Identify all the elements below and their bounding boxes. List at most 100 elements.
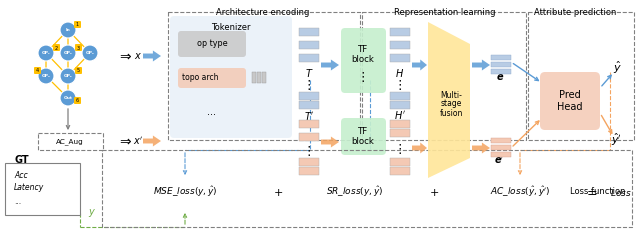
FancyBboxPatch shape: [75, 44, 82, 51]
FancyBboxPatch shape: [170, 16, 292, 138]
Bar: [299, 92, 319, 100]
Text: $\boldsymbol{e}$: $\boldsymbol{e}$: [496, 72, 504, 82]
Bar: [362, 12, 526, 140]
Text: op type: op type: [196, 40, 227, 48]
Text: $+$: $+$: [273, 186, 283, 197]
Text: ⋮: ⋮: [356, 72, 369, 84]
Polygon shape: [472, 143, 490, 154]
Bar: [491, 152, 511, 157]
Text: OP₂: OP₂: [63, 51, 72, 55]
Text: 4: 4: [36, 69, 39, 73]
Bar: [390, 92, 410, 100]
Text: 1: 1: [76, 22, 79, 28]
Text: $y$: $y$: [88, 207, 96, 219]
Text: 3: 3: [77, 45, 80, 51]
Text: Architecture encoding: Architecture encoding: [216, 8, 310, 17]
Text: OP₅: OP₅: [63, 74, 72, 78]
FancyBboxPatch shape: [74, 97, 81, 104]
Text: 5: 5: [77, 69, 80, 73]
Polygon shape: [321, 136, 339, 147]
FancyBboxPatch shape: [178, 68, 246, 88]
FancyBboxPatch shape: [34, 67, 41, 74]
Text: $\Rightarrow$: $\Rightarrow$: [117, 49, 133, 63]
Text: ⋮: ⋮: [394, 78, 406, 91]
Text: Latency: Latency: [14, 183, 44, 193]
Text: $H'$: $H'$: [394, 109, 406, 121]
Text: $T'$: $T'$: [304, 110, 314, 122]
Bar: [168, 12, 360, 140]
Text: $Loss$: $Loss$: [610, 186, 632, 197]
FancyBboxPatch shape: [75, 67, 82, 74]
Bar: [38, 133, 103, 150]
Text: Out: Out: [63, 96, 72, 100]
Polygon shape: [412, 59, 427, 70]
Text: 2: 2: [55, 45, 58, 51]
Bar: [252, 72, 256, 83]
Circle shape: [60, 68, 76, 84]
Polygon shape: [428, 22, 470, 178]
Text: OP₄: OP₄: [42, 74, 51, 78]
Text: Pred: Pred: [559, 90, 581, 100]
Bar: [299, 133, 319, 141]
Bar: [299, 120, 319, 128]
Polygon shape: [321, 59, 339, 70]
Bar: [257, 72, 261, 83]
Circle shape: [60, 22, 76, 38]
Text: topo arch: topo arch: [182, 73, 218, 83]
Text: Loss function: Loss function: [570, 187, 625, 197]
Text: Attribute prediction: Attribute prediction: [534, 8, 616, 17]
Text: $MSE\_loss(y,\hat{y})$: $MSE\_loss(y,\hat{y})$: [153, 185, 218, 199]
Text: $x$: $x$: [134, 51, 142, 61]
Text: Tokenizer: Tokenizer: [211, 23, 251, 32]
Bar: [262, 72, 266, 83]
Text: ⋮: ⋮: [394, 143, 406, 157]
Text: $T$: $T$: [305, 67, 314, 79]
Bar: [491, 69, 511, 74]
Bar: [299, 167, 319, 175]
Text: Acc: Acc: [14, 171, 28, 179]
Circle shape: [38, 68, 54, 84]
Text: $=$: $=$: [584, 186, 598, 198]
Bar: [390, 167, 410, 175]
Text: Head: Head: [557, 102, 583, 112]
Polygon shape: [143, 135, 161, 146]
Bar: [299, 41, 319, 49]
Bar: [390, 28, 410, 36]
Bar: [390, 41, 410, 49]
Text: Representation learning: Representation learning: [394, 8, 496, 17]
Text: block: block: [351, 138, 374, 146]
Text: TF: TF: [358, 128, 368, 136]
FancyBboxPatch shape: [53, 44, 60, 51]
Text: TF: TF: [358, 45, 368, 55]
Bar: [299, 158, 319, 166]
Bar: [299, 101, 319, 109]
Circle shape: [82, 45, 98, 61]
Polygon shape: [472, 59, 490, 70]
Bar: [299, 54, 319, 62]
Text: OP₃: OP₃: [86, 51, 94, 55]
Text: fusion: fusion: [439, 109, 463, 117]
Text: 6: 6: [76, 99, 79, 103]
Text: ⋮: ⋮: [303, 146, 316, 158]
Circle shape: [60, 90, 76, 106]
Bar: [390, 101, 410, 109]
Bar: [491, 62, 511, 67]
Text: $\boldsymbol{e}'$: $\boldsymbol{e}'$: [493, 154, 504, 166]
Bar: [491, 138, 511, 143]
Text: $AC\_loss(\hat{y},\hat{y}')$: $AC\_loss(\hat{y},\hat{y}')$: [490, 185, 550, 199]
Text: $SR\_loss(y,\hat{y})$: $SR\_loss(y,\hat{y})$: [326, 185, 384, 199]
Text: block: block: [351, 55, 374, 65]
Bar: [528, 12, 634, 140]
Text: $\hat{y}'$: $\hat{y}'$: [611, 132, 623, 148]
Bar: [491, 145, 511, 150]
Text: Multi-: Multi-: [440, 91, 462, 99]
Bar: [390, 120, 410, 128]
FancyBboxPatch shape: [341, 28, 386, 93]
Circle shape: [38, 45, 54, 61]
Text: stage: stage: [440, 99, 461, 109]
FancyBboxPatch shape: [341, 118, 386, 155]
FancyBboxPatch shape: [74, 21, 81, 28]
Bar: [299, 28, 319, 36]
Bar: [102, 150, 632, 227]
Circle shape: [60, 45, 76, 61]
